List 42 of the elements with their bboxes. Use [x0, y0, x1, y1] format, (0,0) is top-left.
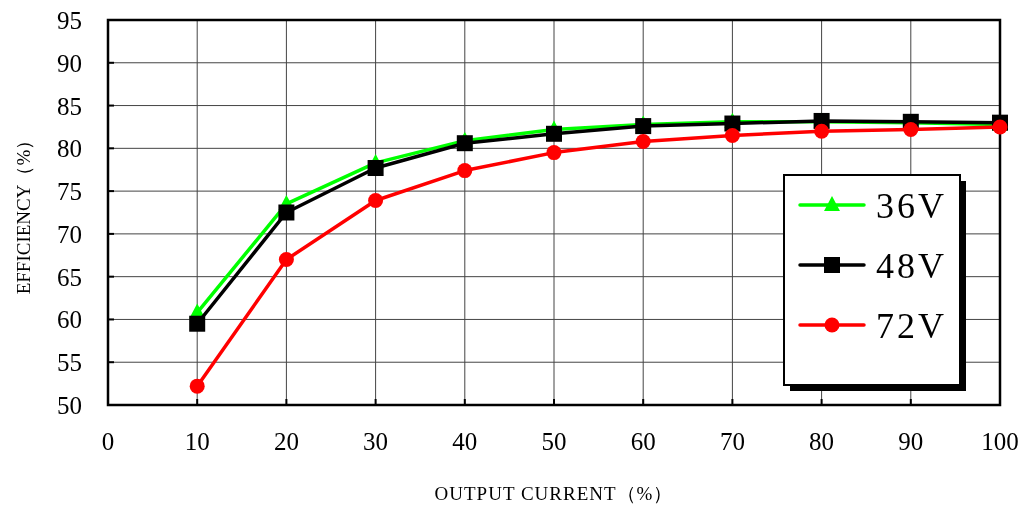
- point: [367, 160, 384, 177]
- y-tick-label: 75: [57, 178, 82, 206]
- point: [368, 193, 384, 209]
- point: [189, 378, 205, 394]
- y-tick-label: 65: [57, 263, 82, 291]
- x-tick-label: 30: [363, 428, 389, 455]
- x-tick-label: 90: [898, 428, 924, 455]
- point: [456, 135, 473, 152]
- y-tick-label: 70: [57, 220, 82, 248]
- point: [278, 204, 295, 221]
- point: [724, 128, 740, 143]
- legend-label: 36V: [876, 186, 947, 226]
- point: [546, 125, 562, 142]
- x-axis-title: OUTPUT CURRENT（%）: [434, 483, 674, 504]
- y-tick-label: 90: [57, 49, 82, 77]
- point: [457, 163, 473, 179]
- point: [814, 123, 830, 139]
- x-tick-label: 20: [273, 428, 299, 455]
- point: [546, 145, 562, 161]
- y-tick-label: 95: [57, 7, 82, 34]
- point: [635, 133, 651, 149]
- point: [635, 118, 652, 135]
- y-tick-label: 50: [57, 392, 82, 419]
- point: [992, 119, 1008, 135]
- x-tick-label: 0: [101, 428, 115, 455]
- x-tick-label: 70: [719, 428, 745, 455]
- x-tick-label: 40: [452, 428, 478, 455]
- x-tick-label: 50: [541, 428, 567, 455]
- y-tick-label: 85: [57, 92, 82, 120]
- x-tick-label: 60: [630, 428, 656, 455]
- point: [278, 252, 294, 268]
- y-tick-label: 60: [57, 306, 82, 334]
- y-axis-title: EFFICIENCY（%）: [13, 130, 34, 295]
- x-tick-label: 80: [809, 428, 835, 455]
- y-tick-label: 80: [57, 135, 82, 163]
- legend-label: 48V: [876, 246, 947, 286]
- x-tick-label: 10: [184, 428, 210, 455]
- point: [903, 122, 919, 138]
- point: [189, 315, 206, 332]
- x-tick-label: 100: [981, 428, 1019, 455]
- y-tick-label: 55: [57, 349, 82, 377]
- legend-label: 72V: [876, 306, 947, 346]
